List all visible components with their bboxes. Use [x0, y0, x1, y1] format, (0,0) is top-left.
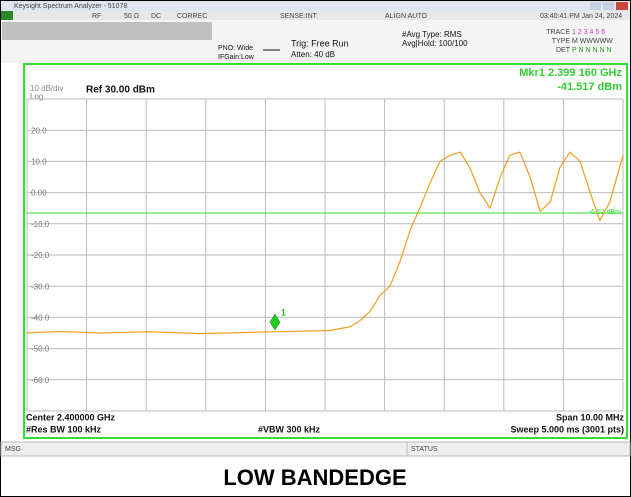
y-tick-label: 10.0: [31, 158, 47, 167]
pno: PNO: Wide: [218, 45, 253, 52]
atten: Atten: 40 dB: [291, 50, 335, 59]
status-item: CORREC: [177, 13, 207, 20]
input-bar: [2, 22, 212, 40]
det-value: P N N N N N: [572, 47, 612, 54]
status-label: STATUS: [411, 446, 438, 453]
ifgain: IFGain:Low: [218, 54, 255, 61]
status-item: ALIGN AUTO: [385, 13, 427, 20]
marker: [269, 313, 281, 331]
status-item: 50 Ω: [124, 13, 139, 20]
caption: LOW BANDEDGE: [223, 465, 406, 490]
lxi-icon: [1, 11, 13, 20]
scale: 10 dB/div: [30, 84, 63, 93]
scale-type: Log: [30, 92, 43, 101]
marker-level: -41.517 dBm: [557, 81, 622, 93]
marker-freq: Mkr1 2.399 160 GHz: [519, 67, 622, 79]
trig: Trig: Free Run: [291, 38, 349, 48]
title-bar: [1, 1, 630, 11]
close-button[interactable]: [616, 2, 628, 10]
res-bw: #Res BW 100 kHz: [26, 424, 102, 434]
y-tick-label: 20.0: [31, 126, 47, 135]
y-tick-label: -30.0: [31, 282, 50, 291]
sweep: Sweep 5.000 ms (3001 pts): [510, 424, 624, 434]
message-bar: [0, 441, 631, 457]
avg-type: #Avg Type: RMS: [402, 30, 462, 39]
avg-hold: Avg|Hold: 100/100: [402, 39, 468, 48]
vbw: #VBW 300 kHz: [258, 424, 321, 434]
y-tick-label: -10.0: [31, 220, 50, 229]
type-label: TYPE: [552, 38, 571, 45]
status-item: RF: [92, 13, 101, 20]
center: Center 2.400000 GHz: [26, 412, 116, 422]
trace-label: TRACE: [546, 29, 570, 36]
y-tick-label: -20.0: [31, 251, 50, 260]
status-item: 03:40:41 PM Jan 24, 2024: [540, 13, 622, 20]
type-value: M WWWWW: [572, 38, 613, 45]
min-button[interactable]: [590, 2, 601, 10]
status-item: SENSE:INT: [280, 13, 318, 20]
det-label: DET: [556, 47, 571, 54]
trace: [26, 151, 624, 335]
max-button[interactable]: [603, 2, 614, 10]
plot: 20.0 10.0 0.00 -10.0 -20.0 -30.0 -40.0 -50.0 -60…: [26, 98, 624, 412]
marker-label: 1: [281, 308, 286, 318]
y-tick-label: -50.0: [31, 345, 50, 354]
trace-value: 1 2 3 4 5 6: [572, 29, 605, 36]
y-tick-label: 0.00: [31, 189, 47, 198]
span: Span 10.00 MHz: [556, 412, 625, 422]
msg: MSG: [5, 446, 21, 453]
y-tick-label: -60.0: [31, 376, 50, 385]
status-row: [1, 11, 630, 20]
window-title: Keysight Spectrum Analyzer - 51078: [14, 3, 127, 10]
status-item: DC: [151, 13, 161, 20]
ref-level: Ref 30.00 dBm: [86, 85, 155, 96]
y-tick-label: -40.0: [31, 314, 50, 323]
